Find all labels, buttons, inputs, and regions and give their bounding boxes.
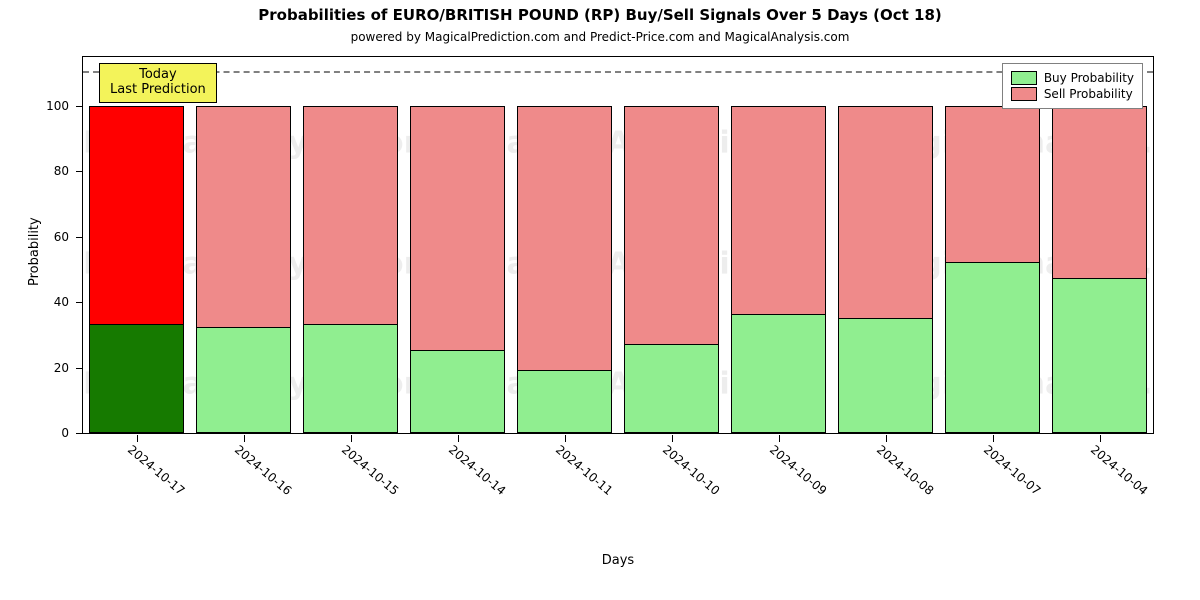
buy-segment [303, 325, 397, 433]
legend-item: Buy Probability [1011, 71, 1134, 85]
x-tick-mark [565, 435, 566, 442]
buy-segment [1052, 279, 1146, 433]
buy-segment [89, 325, 183, 433]
sell-segment [517, 106, 611, 371]
buy-segment [624, 345, 718, 433]
y-tick: 60 [54, 230, 83, 244]
buy-segment [945, 263, 1039, 433]
legend-label: Buy Probability [1044, 71, 1134, 85]
sell-segment [196, 106, 290, 328]
sell-segment [731, 106, 825, 315]
x-tick-mark [351, 435, 352, 442]
plot-frame: MagicalAnalysis.com MagicalAnalysis.com … [82, 56, 1154, 434]
stacked-bar [89, 106, 183, 433]
stacked-bar [410, 106, 504, 433]
buy-segment [838, 319, 932, 433]
x-tick-mark [672, 435, 673, 442]
sell-segment [89, 106, 183, 325]
legend-swatch [1011, 71, 1037, 85]
x-tick-label: 2024-10-16 [231, 442, 293, 498]
x-tick-label: 2024-10-11 [552, 442, 614, 498]
sell-segment [410, 106, 504, 351]
sell-segment [303, 106, 397, 325]
x-tick-label: 2024-10-07 [980, 442, 1042, 498]
x-tick-mark [1100, 435, 1101, 442]
bar-slot [190, 57, 297, 433]
stacked-bar [624, 106, 718, 433]
sell-segment [838, 106, 932, 319]
x-tick-label: 2024-10-04 [1087, 442, 1149, 498]
bar-slot [618, 57, 725, 433]
today-line2: Last Prediction [110, 83, 206, 98]
stacked-bar [517, 106, 611, 433]
chart-title: Probabilities of EURO/BRITISH POUND (RP)… [0, 6, 1200, 24]
bar-slot [511, 57, 618, 433]
stacked-bar [945, 106, 1039, 433]
bar-slot [1046, 57, 1153, 433]
y-axis-label: Probability [27, 217, 42, 286]
y-tick: 0 [61, 426, 83, 440]
y-tick: 100 [46, 99, 83, 113]
stacked-bar [731, 106, 825, 433]
x-tick-mark [244, 435, 245, 442]
chart-subtitle: powered by MagicalPrediction.com and Pre… [0, 30, 1200, 44]
sell-segment [1052, 106, 1146, 279]
bar-slot [832, 57, 939, 433]
x-axis-label: Days [83, 553, 1153, 568]
buy-segment [196, 328, 290, 433]
page-root: Probabilities of EURO/BRITISH POUND (RP)… [0, 0, 1200, 600]
y-tick: 80 [54, 164, 83, 178]
legend-item: Sell Probability [1011, 87, 1134, 101]
y-tick: 40 [54, 295, 83, 309]
bar-slot [297, 57, 404, 433]
y-tick: 20 [54, 361, 83, 375]
bar-slot [939, 57, 1046, 433]
x-tick-mark [779, 435, 780, 442]
today-line1: Today [110, 68, 206, 83]
x-tick-mark [137, 435, 138, 442]
buy-segment [410, 351, 504, 433]
buy-segment [731, 315, 825, 433]
stacked-bar [838, 106, 932, 433]
bar-slot [83, 57, 190, 433]
sell-segment [945, 106, 1039, 263]
x-tick-mark [886, 435, 887, 442]
sell-segment [624, 106, 718, 345]
stacked-bar [1052, 106, 1146, 433]
stacked-bar [196, 106, 290, 433]
x-tick-mark [458, 435, 459, 442]
x-tick-label: 2024-10-09 [766, 442, 828, 498]
x-tick-label: 2024-10-17 [124, 442, 186, 498]
plot-area: MagicalAnalysis.com MagicalAnalysis.com … [83, 57, 1153, 433]
x-tick-label: 2024-10-10 [659, 442, 721, 498]
legend-swatch [1011, 87, 1037, 101]
x-tick-mark [993, 435, 994, 442]
bars-row [83, 57, 1153, 433]
stacked-bar [303, 106, 397, 433]
bar-slot [725, 57, 832, 433]
x-tick-label: 2024-10-14 [445, 442, 507, 498]
x-tick-label: 2024-10-15 [338, 442, 400, 498]
bar-slot [404, 57, 511, 433]
x-tick-label: 2024-10-08 [873, 442, 935, 498]
legend-label: Sell Probability [1044, 87, 1133, 101]
legend: Buy Probability Sell Probability [1002, 63, 1143, 109]
buy-segment [517, 371, 611, 433]
today-annotation: Today Last Prediction [99, 63, 217, 103]
